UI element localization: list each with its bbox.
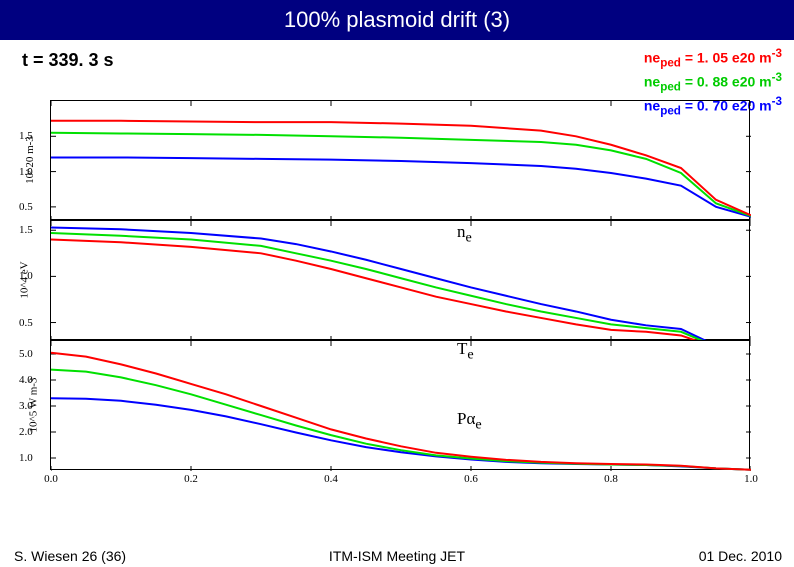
chart-label: Pαe xyxy=(457,409,482,433)
series-red xyxy=(51,121,751,216)
legend-item: neped = 1. 05 e20 m-3 xyxy=(644,47,782,71)
y-tick: 4.0 xyxy=(19,374,33,386)
x-tick: 0.2 xyxy=(184,473,198,485)
y-tick: 5.0 xyxy=(19,348,33,360)
chart-svg xyxy=(51,341,751,471)
footer-meeting: ITM-ISM Meeting JET xyxy=(329,548,465,564)
y-tick: 1.0 xyxy=(19,270,33,282)
chart-svg xyxy=(51,101,751,221)
slide-title: 100% plasmoid drift (3) xyxy=(284,7,510,32)
footer: S. Wiesen 26 (36) ITM-ISM Meeting JET 01… xyxy=(0,543,794,567)
y-tick: 0.5 xyxy=(19,317,33,329)
x-tick: 0.0 xyxy=(44,473,58,485)
y-tick: 1.5 xyxy=(19,224,33,236)
time-label: t = 339. 3 s xyxy=(22,50,114,71)
legend-item: neped = 0. 88 e20 m-3 xyxy=(644,71,782,95)
series-blue xyxy=(51,157,751,216)
series-green xyxy=(51,133,751,216)
ne-panel: 10^20 m-30.51.01.5ne xyxy=(50,100,750,220)
y-tick: 1.0 xyxy=(19,166,33,178)
y-tick: 3.0 xyxy=(19,400,33,412)
x-tick: 0.8 xyxy=(604,473,618,485)
pae-panel: 10^5 W m-31.02.03.04.05.00.00.20.40.60.8… xyxy=(50,340,750,470)
title-bar: 100% plasmoid drift (3) xyxy=(0,0,794,40)
x-tick: 0.4 xyxy=(324,473,338,485)
series-blue xyxy=(51,398,751,470)
y-tick: 2.0 xyxy=(19,426,33,438)
x-tick: 1.0 xyxy=(744,473,758,485)
te-panel: 10^4 eV0.51.01.5Te xyxy=(50,220,750,340)
series-green xyxy=(51,370,751,470)
y-tick: 1.0 xyxy=(19,452,33,464)
y-tick: 0.5 xyxy=(19,201,33,213)
y-tick: 1.5 xyxy=(19,130,33,142)
footer-author: S. Wiesen 26 (36) xyxy=(14,548,126,564)
x-tick: 0.6 xyxy=(464,473,478,485)
footer-date: 01 Dec. 2010 xyxy=(699,548,782,564)
chart-svg xyxy=(51,221,751,341)
